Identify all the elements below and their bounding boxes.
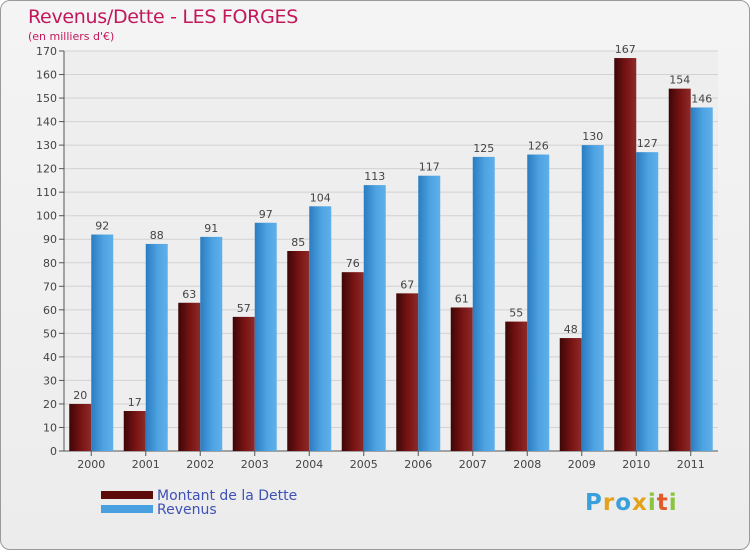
bar-dette xyxy=(287,251,310,451)
logo-letter: x xyxy=(632,490,648,516)
x-tick-label: 2002 xyxy=(186,458,214,471)
bar-revenus xyxy=(254,222,277,451)
y-tick-label: 150 xyxy=(36,92,57,105)
data-label: 104 xyxy=(310,191,331,204)
legend-swatch-revenus xyxy=(101,505,153,513)
bar-revenus xyxy=(472,156,495,451)
x-tick-label: 2010 xyxy=(622,458,650,471)
data-label: 76 xyxy=(346,257,360,270)
y-tick-label: 20 xyxy=(43,398,57,411)
x-tick-label: 2008 xyxy=(513,458,541,471)
bar-revenus xyxy=(200,236,223,451)
bar-revenus xyxy=(527,154,550,451)
data-label: 91 xyxy=(204,222,218,235)
x-tick-label: 2000 xyxy=(77,458,105,471)
data-label: 67 xyxy=(400,278,414,291)
data-label: 20 xyxy=(73,389,87,402)
data-label: 61 xyxy=(455,292,469,305)
logo-letter: r xyxy=(602,490,616,516)
y-tick-label: 10 xyxy=(43,421,57,434)
bar-dette xyxy=(178,302,201,451)
y-tick-label: 130 xyxy=(36,139,57,152)
data-label: 117 xyxy=(419,161,440,174)
bar-dette xyxy=(559,338,582,451)
x-tick-label: 2005 xyxy=(350,458,378,471)
bar-dette xyxy=(123,411,146,451)
data-label: 127 xyxy=(637,137,658,150)
bar-revenus xyxy=(636,152,659,452)
y-tick-label: 100 xyxy=(36,210,57,223)
x-tick-label: 2007 xyxy=(459,458,487,471)
y-tick-label: 160 xyxy=(36,69,57,82)
chart-subtitle: (en milliers d'€) xyxy=(28,30,115,43)
logo-letter: t xyxy=(656,490,669,516)
x-tick-label: 2004 xyxy=(295,458,323,471)
y-tick-label: 80 xyxy=(43,257,57,270)
bar-revenus xyxy=(145,243,168,451)
plot-area xyxy=(64,51,718,451)
data-label: 154 xyxy=(669,74,690,87)
proxiti-logo: Proxiti xyxy=(585,490,678,516)
x-tick-label: 2006 xyxy=(404,458,432,471)
data-label: 92 xyxy=(95,220,109,233)
x-tick-label: 2011 xyxy=(677,458,705,471)
bar-dette xyxy=(614,58,637,451)
bar-dette xyxy=(668,88,691,451)
data-label: 97 xyxy=(259,208,273,221)
legend-label-dette: Montant de la Dette xyxy=(157,488,298,504)
y-tick-label: 110 xyxy=(36,186,57,199)
y-tick-label: 40 xyxy=(43,351,57,364)
bar-dette xyxy=(505,321,528,451)
bar-dette xyxy=(69,403,92,451)
y-tick-label: 170 xyxy=(36,45,57,58)
data-label: 126 xyxy=(528,140,549,153)
data-label: 130 xyxy=(582,130,603,143)
y-tick-label: 120 xyxy=(36,163,57,176)
data-label: 125 xyxy=(473,142,494,155)
x-tick-label: 2009 xyxy=(568,458,596,471)
bar-revenus xyxy=(581,145,604,451)
y-tick-label: 0 xyxy=(50,445,57,458)
data-label: 48 xyxy=(564,323,578,336)
legend-swatch-dette xyxy=(101,491,153,499)
bar-revenus xyxy=(418,175,441,452)
bar-dette xyxy=(396,293,419,451)
bar-dette xyxy=(232,316,255,451)
data-label: 167 xyxy=(615,43,636,56)
x-tick-label: 2003 xyxy=(241,458,269,471)
bar-dette xyxy=(341,272,364,451)
logo-letter: o xyxy=(615,490,633,516)
data-label: 113 xyxy=(364,170,385,183)
bar-dette xyxy=(450,307,473,451)
data-label: 63 xyxy=(182,288,196,301)
data-label: 17 xyxy=(128,396,142,409)
data-label: 85 xyxy=(291,236,305,249)
data-label: 88 xyxy=(150,229,164,242)
y-tick-label: 140 xyxy=(36,116,57,129)
y-tick-label: 30 xyxy=(43,374,57,387)
legend-label-revenus: Revenus xyxy=(157,502,217,518)
logo-letter: P xyxy=(585,490,603,516)
bar-revenus xyxy=(363,185,386,451)
y-tick-label: 50 xyxy=(43,327,57,340)
chart-title: Revenus/Dette - LES FORGES xyxy=(28,6,298,28)
x-tick-label: 2001 xyxy=(132,458,160,471)
y-tick-label: 90 xyxy=(43,233,57,246)
bar-revenus xyxy=(91,234,114,451)
logo-letter: i xyxy=(647,490,657,516)
y-tick-label: 70 xyxy=(43,280,57,293)
bar-revenus xyxy=(309,206,332,451)
data-label: 57 xyxy=(237,302,251,315)
data-label: 146 xyxy=(691,92,712,105)
y-tick-label: 60 xyxy=(43,304,57,317)
data-label: 55 xyxy=(509,307,523,320)
bar-revenus xyxy=(690,107,713,452)
logo-letter: i xyxy=(668,490,678,516)
